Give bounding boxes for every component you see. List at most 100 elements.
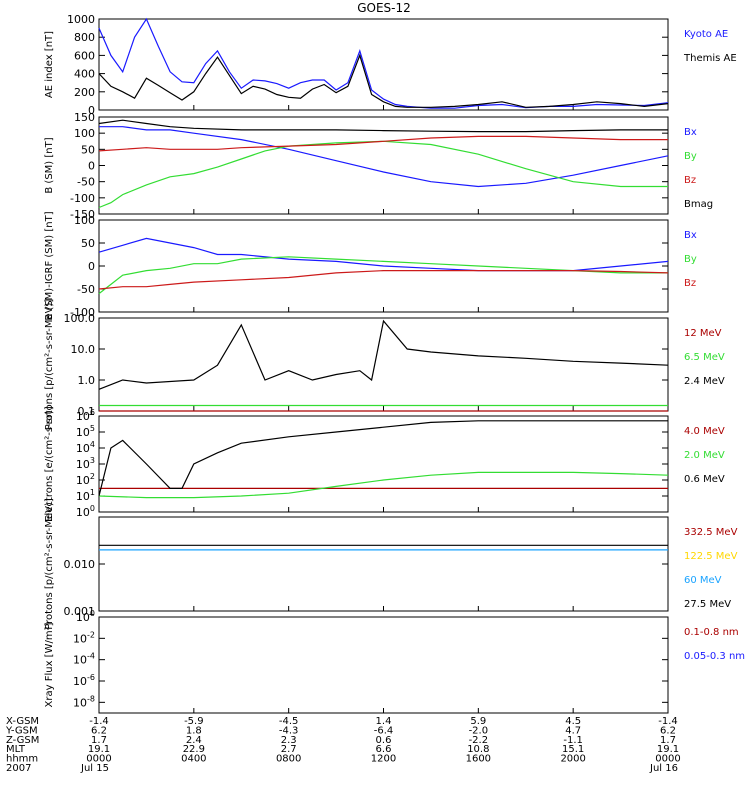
y-tick-label: 0.010 <box>64 558 96 571</box>
x-tick-value: -5.9 <box>184 716 204 727</box>
x-tick-value: 0000 <box>86 754 111 765</box>
legend-entry: By <box>684 254 697 265</box>
legend-entry: 4.0 MeV <box>684 426 725 437</box>
legend-entry: 0.1-0.8 nm <box>684 627 739 638</box>
x-tick-value: 4.5 <box>565 716 581 727</box>
panel-frame <box>98 516 669 612</box>
y-axis-label: B (SM) [nT] <box>44 137 55 193</box>
y-tick-label: 100 <box>74 214 95 227</box>
y-tick-label: 102 <box>76 472 95 487</box>
x-tick-value: 10.8 <box>467 744 489 755</box>
legend-entry: Bmag <box>684 199 713 210</box>
y-tick-label: 200 <box>74 86 95 99</box>
x-tick-value: 1200 <box>371 754 396 765</box>
series-line-bmag <box>98 119 668 133</box>
legend-entry: 12 MeV <box>684 328 722 339</box>
panel-frame <box>98 616 669 714</box>
y-tick-label: 105 <box>76 424 95 439</box>
x-tick-value: 1.8 <box>186 725 202 736</box>
legend-entry: Themis AE <box>683 53 737 64</box>
legend-entry: Bz <box>684 175 696 186</box>
x-tick-value: 6.6 <box>376 744 392 755</box>
legend-entry: 2.0 MeV <box>684 450 725 461</box>
y-tick-label: 100.0 <box>64 312 96 325</box>
panel-6: 0.001 0.010 Protons [p/(cm²-s-sr-MeV)] 332.… <box>44 498 738 630</box>
x-row-label: Z-GSM <box>6 735 39 746</box>
legend-entry: Bz <box>684 278 696 289</box>
y-tick-label: 150 <box>74 111 95 124</box>
y-tick-label: 10.0 <box>71 343 96 356</box>
series-line-kyoto-ae <box>98 17 669 109</box>
panel-frame <box>98 317 669 412</box>
legend-entry: 122.5 MeV <box>684 551 738 562</box>
x-tick-value: -4.5 <box>279 716 299 727</box>
y-tick-label: 104 <box>76 440 95 455</box>
y-tick-label: 100 <box>74 127 95 140</box>
y-tick-label: 50 <box>81 237 95 250</box>
series-line-2-0-mev <box>98 471 669 499</box>
y-axis-label: Protons [p/(cm²-s-sr-MeV)] <box>44 299 55 431</box>
plot-title: GOES-12 <box>357 1 411 15</box>
x-tick-value: 0800 <box>276 754 301 765</box>
x-tick-value: 19.1 <box>657 744 679 755</box>
legend-entry: 0.05-0.3 nm <box>684 651 745 662</box>
panel-7: 10-8 10-6 10-4 10-2 100 Xray Flux [W/m²] 0.1-0… <box>44 609 745 714</box>
legend-entry: 60 MeV <box>684 575 722 586</box>
x-tick-value: 22.9 <box>183 744 205 755</box>
x-tick-value: 6.2 <box>91 725 107 736</box>
x-tick-value: 4.7 <box>565 725 581 736</box>
y-tick-label: -150 <box>70 208 95 221</box>
legend-entry: 0.6 MeV <box>684 474 725 485</box>
panel-2: -150 -100 -50 0 50 100 150 B (SM) [nT] Bx By Bz Bma… <box>44 111 713 221</box>
legend-entry: Bx <box>684 127 697 138</box>
y-tick-label: 1000 <box>67 13 95 26</box>
x-tick-value: 0400 <box>181 754 206 765</box>
series-line-by <box>98 256 668 295</box>
series-line-bz <box>98 270 669 290</box>
legend-entry: Kyoto AE <box>684 29 728 40</box>
x-tick-value: 0.6 <box>376 735 392 746</box>
x-tick-value: Jul 15 <box>80 763 109 774</box>
y-tick-label: -50 <box>77 176 95 189</box>
y-tick-label: 400 <box>74 68 95 81</box>
legend-entry: By <box>684 151 697 162</box>
x-tick-value: 2.4 <box>186 735 202 746</box>
panel-1: 0 200 400 600 800 1000 AE index [nT] Kyoto AE Th… <box>44 13 737 117</box>
x-tick-value: 19.1 <box>88 744 110 755</box>
y-tick-label: 600 <box>74 49 95 62</box>
y-tick-label: 50 <box>81 143 95 156</box>
x-tick-value: 1.7 <box>91 735 107 746</box>
series-line-by <box>98 140 668 209</box>
y-axis-label: Protons [p/(cm²-s-sr-MeV)] <box>44 498 55 630</box>
x-row-label: MLT <box>6 744 26 755</box>
y-tick-label: 100 <box>76 504 95 519</box>
y-tick-label: 10-6 <box>73 673 95 688</box>
x-tick-value: -6.4 <box>374 725 394 736</box>
y-tick-label: 10-8 <box>73 694 95 709</box>
y-tick-label: 100 <box>76 609 95 624</box>
x-tick-value: 0000 <box>655 754 680 765</box>
series-line-bx <box>99 126 669 188</box>
y-tick-label: 0.001 <box>64 605 96 618</box>
y-tick-label: 0 <box>88 260 95 273</box>
x-axis-table: X-GSMY-GSMZ-GSMMLThhmm2007-1.46.21.719.1… <box>5 716 681 774</box>
y-tick-label: 0.1 <box>78 405 96 418</box>
panel-4: 0.1 1.0 10.0 100.0 Protons [p/(cm²-s-sr-MeV)… <box>44 299 725 431</box>
x-row-label: Y-GSM <box>5 725 38 736</box>
y-tick-label: -50 <box>77 283 95 296</box>
legend-entry: 332.5 MeV <box>684 527 738 538</box>
legend-entry: 6.5 MeV <box>684 352 725 363</box>
y-tick-label: 103 <box>76 456 95 471</box>
y-tick-label: 0 <box>88 104 95 117</box>
x-tick-value: Jul 16 <box>649 763 678 774</box>
x-tick-value: 2000 <box>560 754 585 765</box>
x-tick-value: 1600 <box>466 754 491 765</box>
series-line-themis-ae <box>98 53 669 108</box>
y-tick-label: -100 <box>70 192 95 205</box>
y-tick-label: 106 <box>76 408 95 423</box>
panel-3: -100 -50 0 50 100 B (SM)-IGRF (SM) [nT] Bx By Bz <box>44 211 697 320</box>
y-axis-label: B (SM)-IGRF (SM) [nT] <box>44 211 55 320</box>
x-tick-value: 2.7 <box>281 744 297 755</box>
x-row-label: X-GSM <box>6 716 39 727</box>
